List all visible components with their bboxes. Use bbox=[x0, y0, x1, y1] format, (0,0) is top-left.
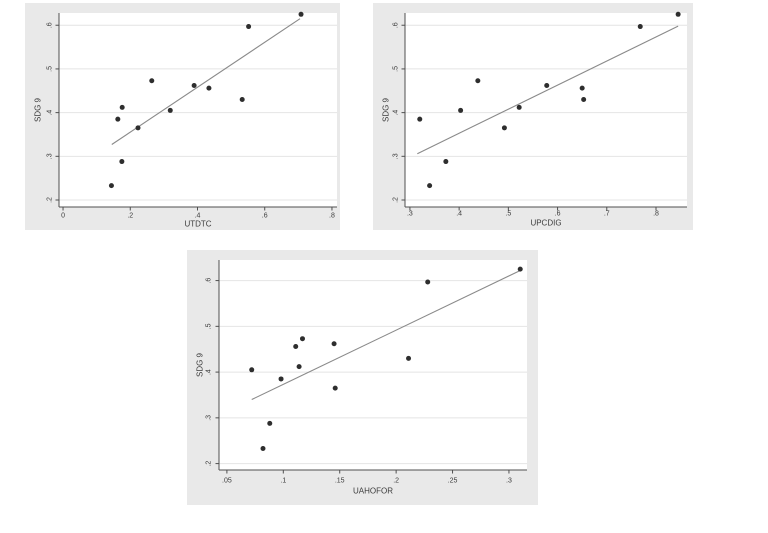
x-tick-label: .4 bbox=[195, 213, 201, 220]
x-tick-label: .5 bbox=[505, 211, 511, 218]
x-axis-title: UAHOFOR bbox=[353, 487, 393, 496]
y-tick-label: .6 bbox=[206, 278, 213, 284]
y-axis-title: SDG 9 bbox=[382, 97, 391, 122]
y-tick-label: .2 bbox=[47, 197, 54, 203]
chart-svg-uahofor: .05 .1 .15 .2 .25 .3 .2 .3 .4 .5 .6 UAHOFOR SDG 9 bbox=[187, 250, 538, 505]
chart-svg-utdtc: 0 .2 .4 .6 .8 .2 .3 .4 .5 .6 UTDTC SDG 9 bbox=[25, 3, 340, 230]
scatter-panel-uahofor: .05 .1 .15 .2 .25 .3 .2 .3 .4 .5 .6 UAHOFOR SDG 9 bbox=[187, 250, 538, 505]
y-tick-label: .3 bbox=[47, 153, 54, 159]
data-point bbox=[267, 420, 273, 426]
x-tick-label: .4 bbox=[456, 211, 462, 218]
x-tick-label: .8 bbox=[329, 213, 335, 220]
data-point bbox=[298, 11, 304, 17]
data-point bbox=[637, 24, 643, 30]
x-tick-label: .3 bbox=[407, 211, 413, 218]
x-tick-label: .3 bbox=[506, 478, 512, 485]
y-tick-label: .5 bbox=[47, 66, 54, 72]
scatter-panel-upcdig: .3.4.5.6.7.8.2.3.4.5.6 UPCDIG SDG 9 bbox=[373, 3, 693, 230]
x-tick-label: 0 bbox=[61, 213, 65, 220]
x-axis-title: UTDTC bbox=[184, 220, 211, 229]
data-point bbox=[149, 78, 155, 84]
data-point bbox=[331, 341, 337, 347]
data-point bbox=[191, 83, 197, 89]
data-point bbox=[406, 355, 412, 361]
scatter-panel-utdtc: 0 .2 .4 .6 .8 .2 .3 .4 .5 .6 UTDTC SDG 9 bbox=[25, 3, 340, 230]
plot-area bbox=[219, 260, 527, 470]
y-tick-label: .4 bbox=[47, 110, 54, 116]
y-tick-label: .4 bbox=[393, 110, 400, 116]
x-tick-label: .8 bbox=[653, 211, 659, 218]
data-point bbox=[427, 183, 433, 189]
data-point bbox=[299, 336, 305, 342]
data-point bbox=[293, 343, 299, 349]
data-point bbox=[675, 11, 681, 17]
data-point bbox=[167, 107, 173, 113]
x-tick-label: .2 bbox=[393, 478, 399, 485]
data-point bbox=[246, 24, 252, 30]
y-tick-label: .6 bbox=[47, 22, 54, 28]
data-point bbox=[135, 125, 141, 131]
fit-line bbox=[111, 18, 301, 145]
data-point bbox=[332, 385, 338, 391]
y-tick-label: .3 bbox=[206, 415, 213, 421]
fit-line bbox=[417, 25, 679, 155]
data-point bbox=[108, 183, 114, 189]
y-tick-label: .4 bbox=[206, 369, 213, 375]
y-tick-label: .3 bbox=[393, 153, 400, 159]
x-tick-label: .6 bbox=[262, 213, 268, 220]
data-point bbox=[443, 159, 449, 165]
y-axis-title: SDG 9 bbox=[34, 97, 43, 122]
plot-area bbox=[59, 13, 337, 207]
data-point bbox=[579, 85, 585, 91]
x-tick-label: .1 bbox=[280, 478, 286, 485]
data-point bbox=[115, 116, 121, 122]
data-point bbox=[260, 445, 266, 451]
x-tick-label: .05 bbox=[222, 478, 232, 485]
data-point bbox=[239, 97, 245, 103]
data-point bbox=[581, 97, 587, 103]
data-point bbox=[475, 78, 481, 84]
fit-line bbox=[251, 270, 521, 401]
data-point bbox=[296, 364, 302, 370]
data-point bbox=[249, 367, 255, 373]
data-point bbox=[517, 266, 523, 272]
x-tick-label: .25 bbox=[448, 478, 458, 485]
data-point bbox=[516, 104, 522, 110]
data-point bbox=[278, 376, 284, 382]
x-tick-label: .6 bbox=[555, 211, 561, 218]
x-tick-label: .2 bbox=[127, 213, 133, 220]
data-point bbox=[119, 104, 125, 110]
x-axis-title: UPCDIG bbox=[530, 219, 561, 228]
data-point bbox=[425, 279, 431, 285]
y-tick-label: .5 bbox=[206, 323, 213, 329]
y-tick-label: .2 bbox=[206, 461, 213, 467]
y-tick-label: .2 bbox=[393, 197, 400, 203]
data-point bbox=[544, 83, 550, 89]
y-tick-label: .5 bbox=[393, 66, 400, 72]
data-point bbox=[119, 159, 125, 165]
data-point bbox=[206, 85, 212, 91]
y-tick-label: .6 bbox=[393, 22, 400, 28]
x-tick-label: .15 bbox=[335, 478, 345, 485]
data-point bbox=[458, 107, 464, 113]
data-point bbox=[501, 125, 507, 131]
x-tick-label: .7 bbox=[604, 211, 610, 218]
data-point bbox=[417, 116, 423, 122]
y-axis-title: SDG 9 bbox=[196, 352, 205, 377]
